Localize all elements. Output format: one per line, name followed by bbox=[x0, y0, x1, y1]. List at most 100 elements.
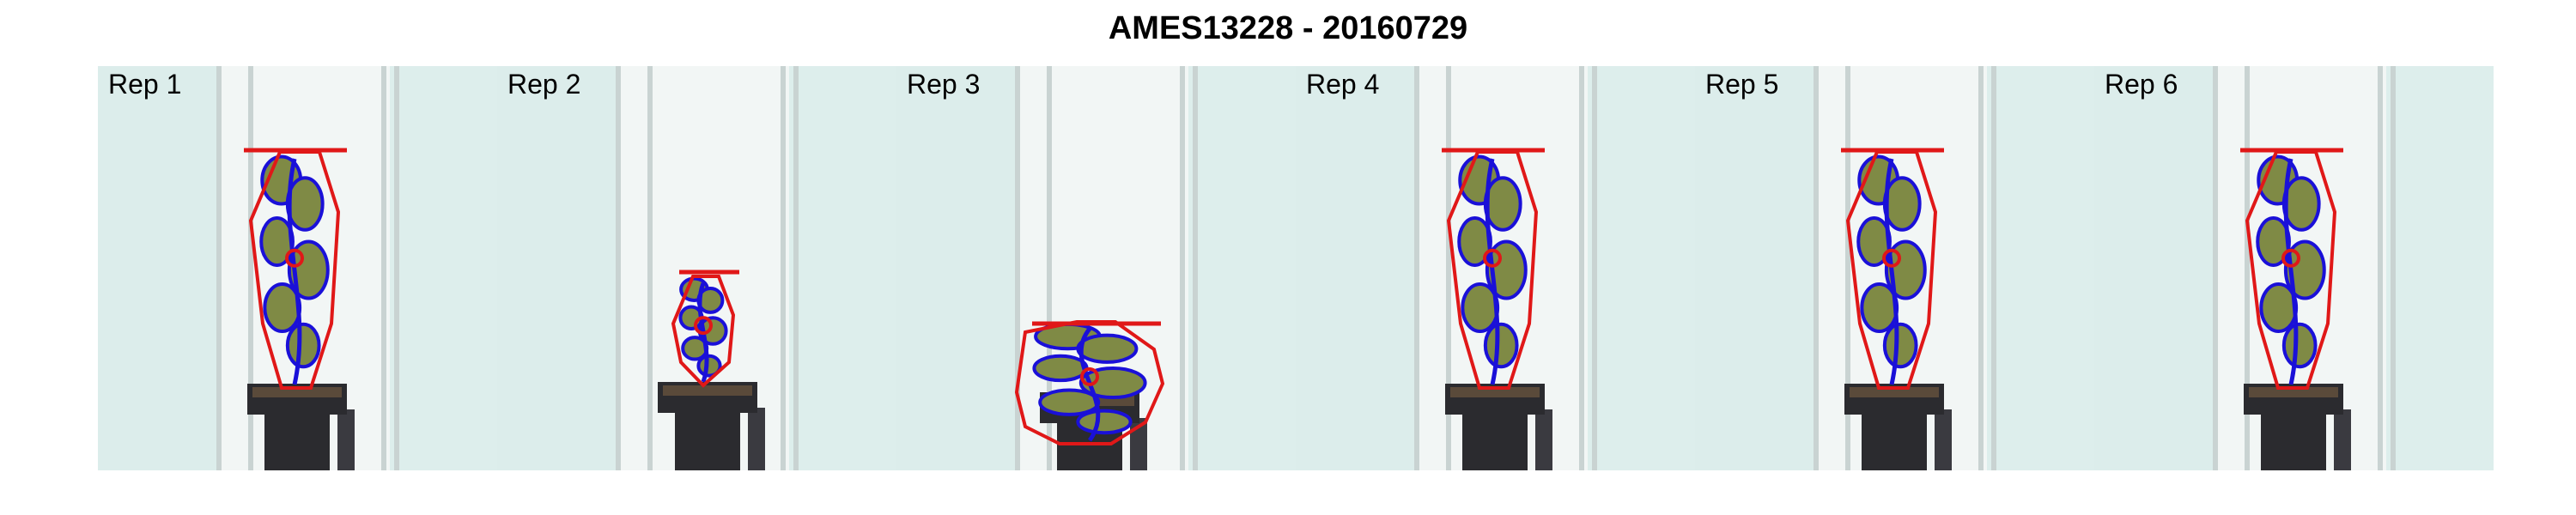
rep-panel: Rep 4 bbox=[1296, 66, 1695, 470]
wall-frame bbox=[248, 66, 253, 470]
wall-frame bbox=[1592, 66, 1597, 470]
leaf-segment bbox=[1076, 409, 1133, 435]
convex-hull bbox=[1845, 150, 1938, 390]
plant-scene-image bbox=[2094, 66, 2494, 470]
wall-frame bbox=[2213, 66, 2218, 470]
leaf-segment bbox=[1860, 282, 1899, 333]
leaf-segment bbox=[285, 322, 321, 369]
wall-panel bbox=[2094, 66, 2215, 470]
wall-frame bbox=[381, 66, 386, 470]
pot-stand-leg bbox=[1935, 409, 1952, 470]
wall-frame bbox=[793, 66, 799, 470]
soil bbox=[2249, 387, 2338, 397]
centroid-marker bbox=[694, 316, 713, 336]
wall-frame bbox=[394, 66, 399, 470]
leaf-segment bbox=[1032, 354, 1089, 383]
rep-label: Rep 5 bbox=[1705, 69, 1779, 100]
leaf-segment bbox=[1076, 333, 1139, 364]
leaf-segment bbox=[2281, 176, 2321, 232]
wall-frame bbox=[1978, 66, 1984, 470]
figure-title: AMES13228 - 20160729 bbox=[1108, 10, 1468, 46]
leaf-segment bbox=[1461, 282, 1500, 333]
pot-stand bbox=[675, 408, 740, 470]
wall-frame bbox=[216, 66, 222, 470]
leaf-segment bbox=[1882, 176, 1922, 232]
rep-panel-row: Rep 1 Rep 2 Rep 3 Rep 4 Rep 5 Rep 6 bbox=[98, 66, 2494, 470]
convex-hull bbox=[1446, 150, 1539, 390]
soil bbox=[663, 385, 752, 396]
rep-label: Rep 1 bbox=[108, 69, 182, 100]
wall-panel bbox=[390, 66, 497, 470]
pot-stand bbox=[1862, 409, 1927, 470]
wall-frame bbox=[1814, 66, 1819, 470]
rep-panel: Rep 6 bbox=[2094, 66, 2494, 470]
pot-stand bbox=[1462, 409, 1528, 470]
stem-contour bbox=[287, 158, 302, 385]
wall-panel bbox=[2386, 66, 2494, 470]
wall-panel bbox=[896, 66, 1017, 470]
wall-frame bbox=[647, 66, 653, 470]
pot-stand-leg bbox=[748, 408, 765, 470]
convex-hull bbox=[2245, 150, 2337, 390]
wall-frame bbox=[2245, 66, 2250, 470]
stem-contour bbox=[2283, 158, 2299, 385]
wall-frame bbox=[2391, 66, 2396, 470]
leaf-segment bbox=[1882, 322, 1918, 369]
rep-label: Rep 4 bbox=[1306, 69, 1380, 100]
wall-panel bbox=[1695, 66, 1815, 470]
convex-hull bbox=[248, 150, 341, 390]
rep-label: Rep 3 bbox=[907, 69, 981, 100]
leaf-segment bbox=[1884, 239, 1927, 300]
stem-contour bbox=[1485, 158, 1500, 385]
rep-panel: Rep 1 bbox=[98, 66, 497, 470]
plant-scene-image bbox=[1296, 66, 1695, 470]
soil bbox=[1850, 387, 1939, 397]
pot-stand bbox=[2261, 409, 2326, 470]
wall-frame bbox=[781, 66, 786, 470]
wall-frame bbox=[1015, 66, 1020, 470]
rep-panel: Rep 3 bbox=[896, 66, 1296, 470]
leaf-segment bbox=[1483, 322, 1519, 369]
leaf-segment bbox=[263, 282, 302, 333]
plant-scene-image bbox=[896, 66, 1296, 470]
wall-frame bbox=[1579, 66, 1584, 470]
wall-frame bbox=[1180, 66, 1185, 470]
stem-contour bbox=[697, 282, 709, 383]
centroid-marker bbox=[1080, 367, 1099, 386]
leaf-segment bbox=[1485, 239, 1528, 300]
wall-panel bbox=[1296, 66, 1416, 470]
wall-panel bbox=[98, 66, 218, 470]
wall-frame bbox=[1193, 66, 1198, 470]
soil bbox=[1450, 387, 1540, 397]
wall-frame bbox=[1414, 66, 1419, 470]
leaf-segment bbox=[287, 239, 330, 300]
convex-hull bbox=[671, 275, 736, 388]
centroid-marker bbox=[1483, 248, 1502, 268]
centroid-marker bbox=[2281, 248, 2300, 268]
centroid-marker bbox=[285, 248, 304, 268]
wall-frame bbox=[1991, 66, 1996, 470]
pot-stand-leg bbox=[1535, 409, 1552, 470]
plant-scene-image bbox=[1695, 66, 2094, 470]
wall-frame bbox=[1845, 66, 1850, 470]
leaf-segment bbox=[2283, 239, 2326, 300]
wall-panel bbox=[789, 66, 896, 470]
wall-panel bbox=[497, 66, 617, 470]
pot-stand-leg bbox=[2334, 409, 2351, 470]
wall-frame bbox=[616, 66, 621, 470]
leaf-segment bbox=[1038, 388, 1101, 416]
pot-stand bbox=[264, 409, 330, 470]
leaf-segment bbox=[285, 176, 325, 232]
rep-label: Rep 2 bbox=[507, 69, 581, 100]
wall-frame bbox=[1446, 66, 1451, 470]
plant-scene-image bbox=[98, 66, 497, 470]
rep-label: Rep 6 bbox=[2105, 69, 2178, 100]
rep-panel: Rep 5 bbox=[1695, 66, 2094, 470]
wall-panel bbox=[1588, 66, 1695, 470]
leaf-segment bbox=[2281, 322, 2318, 369]
leaf-segment bbox=[1483, 176, 1522, 232]
wall-frame bbox=[1047, 66, 1052, 470]
soil bbox=[252, 387, 342, 397]
pot-stand-leg bbox=[337, 409, 355, 470]
stem-contour bbox=[1884, 158, 1899, 385]
